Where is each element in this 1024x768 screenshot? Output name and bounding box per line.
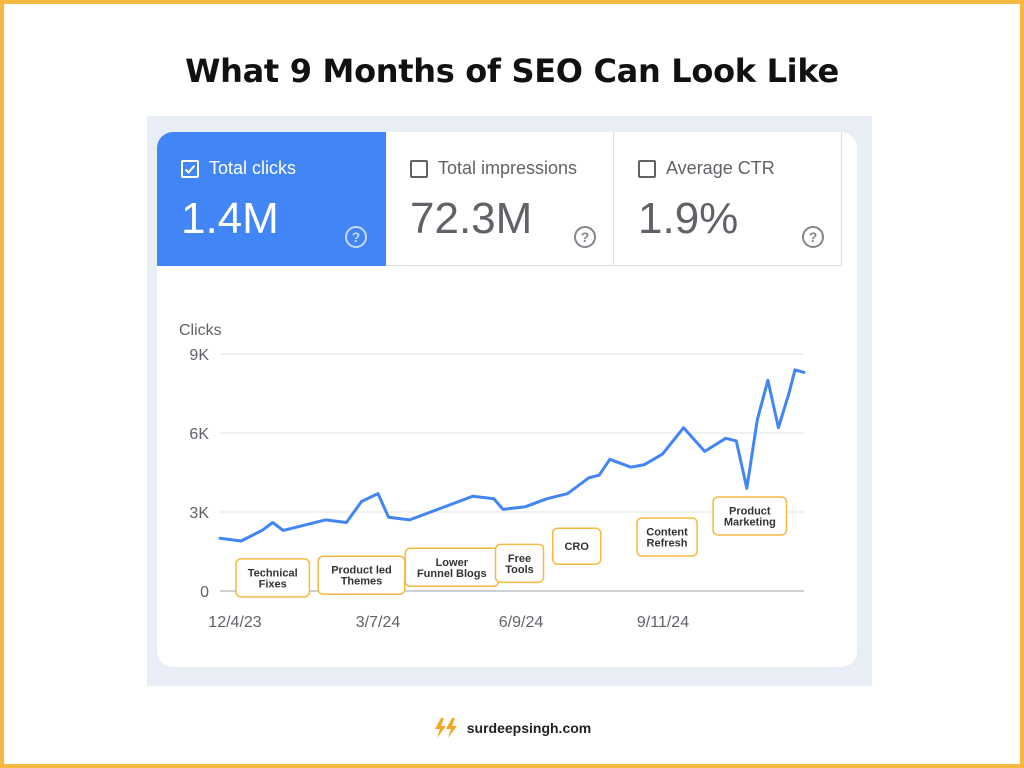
metric-value: 1.9% [638, 194, 739, 243]
metric-total-clicks[interactable]: Total clicks 1.4M ? [157, 132, 386, 266]
annotation-label: Fixes [259, 578, 287, 590]
page-title: What 9 Months of SEO Can Look Like [185, 52, 839, 90]
metric-value: 1.4M [181, 194, 279, 243]
annotation-label: Technical [248, 567, 298, 579]
y-axis-title: Clicks [179, 322, 222, 339]
help-icon[interactable]: ? [802, 226, 824, 248]
y-tick-label: 6K [189, 426, 209, 443]
annotation-label: CRO [564, 541, 589, 553]
y-tick-label: 0 [200, 584, 209, 601]
x-tick-label: 6/9/24 [499, 614, 544, 631]
metric-label: Total impressions [438, 158, 578, 178]
annotation-label: Product [729, 505, 771, 517]
annotation-label: Refresh [647, 538, 688, 550]
metric-average-ctr[interactable]: Average CTR 1.9% ? [614, 132, 842, 266]
checkbox-unchecked-icon[interactable] [638, 160, 656, 178]
annotation-box [494, 543, 545, 584]
clicks-line-chart: Clicks 0 3K 6K 9K 12/4/23 3/7/24 6/9/24 9/11/24 T… [179, 322, 806, 631]
y-tick-label: 9K [189, 347, 209, 364]
checkbox-checked-icon[interactable] [181, 160, 199, 178]
help-icon[interactable]: ? [345, 226, 367, 248]
milestone-annotation: CRO [551, 527, 602, 565]
metric-label: Average CTR [666, 158, 775, 178]
metric-total-impressions[interactable]: Total impressions 72.3M ? [386, 132, 614, 266]
annotation-label: Themes [341, 576, 383, 588]
metric-label: Total clicks [209, 158, 297, 178]
x-tick-label: 3/7/24 [356, 614, 401, 631]
annotation-box [712, 496, 788, 536]
x-tick-label: 9/11/24 [637, 614, 689, 631]
search-console-panel: Total clicks 1.4M ? Total impressions 72… [147, 116, 872, 686]
annotation-box [636, 517, 698, 557]
y-tick-label: 3K [189, 505, 209, 522]
x-tick-label: 12/4/23 [208, 614, 261, 631]
performance-card: Total clicks 1.4M ? Total impressions 72… [157, 132, 857, 667]
annotation-label: Free [508, 553, 531, 565]
footer: surdeepsingh.com [0, 716, 1024, 740]
annotation-box [551, 527, 602, 565]
annotation-label: Marketing [724, 516, 776, 528]
lightning-bolt-icon [434, 718, 457, 738]
annotation-label: Content [646, 527, 688, 539]
metric-value: 72.3M [410, 194, 533, 243]
footer-website: surdeepsingh.com [466, 720, 592, 736]
annotation-box [235, 558, 311, 598]
annotation-label: Lower [436, 557, 469, 569]
checkbox-unchecked-icon[interactable] [410, 160, 428, 178]
annotation-label: Product led [331, 565, 392, 577]
annotation-label: Tools [505, 564, 534, 576]
help-icon[interactable]: ? [574, 226, 596, 248]
annotation-label: Funnel Blogs [417, 568, 487, 580]
